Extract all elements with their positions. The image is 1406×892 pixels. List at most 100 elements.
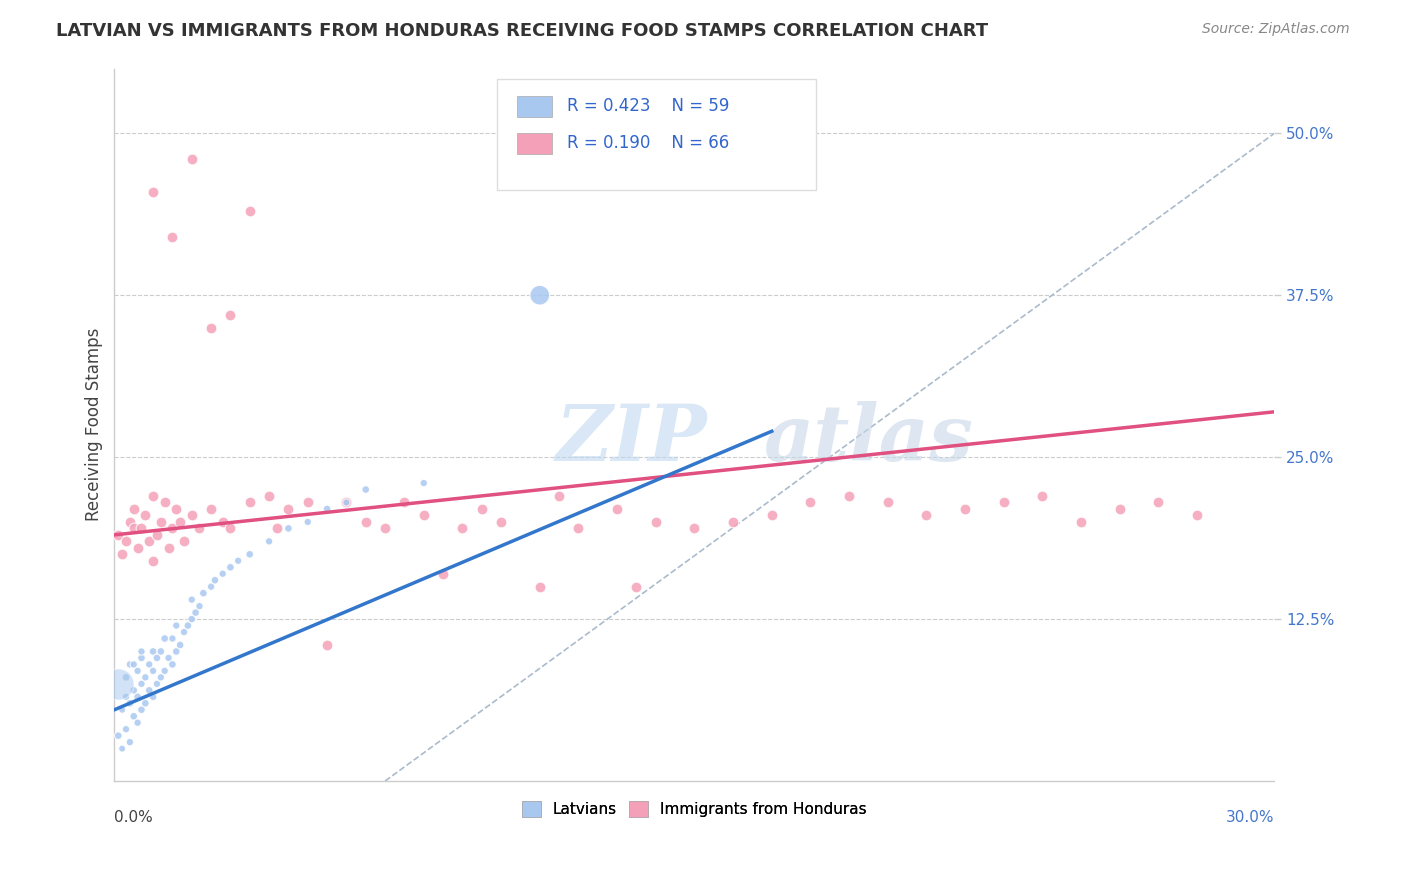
FancyBboxPatch shape — [517, 133, 551, 154]
Text: R = 0.190    N = 66: R = 0.190 N = 66 — [567, 135, 730, 153]
Point — [606, 502, 628, 516]
Point — [149, 515, 172, 529]
Point — [173, 534, 195, 549]
Point — [1070, 515, 1092, 529]
Point — [188, 521, 211, 535]
Point — [1031, 489, 1053, 503]
Point — [226, 554, 249, 568]
Point — [188, 599, 211, 614]
Point — [162, 521, 184, 535]
Point — [165, 644, 187, 658]
Point — [1108, 502, 1130, 516]
Point — [432, 566, 454, 581]
Point — [1185, 508, 1208, 523]
Point — [316, 502, 339, 516]
Point — [471, 502, 494, 516]
Point — [529, 288, 551, 302]
Text: 30.0%: 30.0% — [1226, 810, 1274, 824]
Point — [219, 521, 242, 535]
Text: atlas: atlas — [763, 401, 974, 477]
Point — [173, 625, 195, 640]
Point — [138, 657, 160, 672]
Point — [953, 502, 976, 516]
Point — [489, 515, 512, 529]
Point — [374, 521, 396, 535]
Point — [277, 502, 299, 516]
Point — [200, 580, 222, 594]
Point — [127, 664, 149, 678]
Point — [134, 696, 156, 710]
Point — [118, 696, 141, 710]
Point — [761, 508, 783, 523]
Point — [239, 204, 262, 219]
Point — [165, 502, 187, 516]
Point — [127, 541, 149, 555]
Point — [149, 644, 172, 658]
Point — [122, 709, 145, 723]
Point — [162, 632, 184, 646]
Point — [122, 683, 145, 698]
Point — [219, 560, 242, 574]
Point — [451, 521, 474, 535]
Text: ZIP: ZIP — [555, 401, 707, 477]
Point — [394, 495, 416, 509]
Point — [134, 670, 156, 684]
Text: LATVIAN VS IMMIGRANTS FROM HONDURAS RECEIVING FOOD STAMPS CORRELATION CHART: LATVIAN VS IMMIGRANTS FROM HONDURAS RECE… — [56, 22, 988, 40]
Point — [799, 495, 821, 509]
Point — [142, 489, 165, 503]
Point — [211, 566, 233, 581]
Point — [239, 495, 262, 509]
Point — [266, 521, 288, 535]
Point — [876, 495, 898, 509]
Point — [354, 515, 377, 529]
Point — [111, 703, 134, 717]
Point — [142, 664, 165, 678]
Point — [122, 657, 145, 672]
Point — [142, 554, 165, 568]
Point — [200, 320, 222, 334]
Point — [111, 741, 134, 756]
Point — [683, 521, 706, 535]
Point — [257, 534, 280, 549]
Point — [107, 729, 129, 743]
Y-axis label: Receiving Food Stamps: Receiving Food Stamps — [86, 328, 103, 522]
Text: Source: ZipAtlas.com: Source: ZipAtlas.com — [1202, 22, 1350, 37]
Point — [146, 677, 169, 691]
Point — [838, 489, 860, 503]
Point — [118, 515, 141, 529]
Point — [993, 495, 1015, 509]
Point — [211, 515, 233, 529]
Point — [180, 152, 202, 166]
Point — [131, 521, 153, 535]
Point — [131, 703, 153, 717]
Point — [122, 521, 145, 535]
Text: R = 0.423    N = 59: R = 0.423 N = 59 — [567, 97, 730, 115]
Point — [335, 495, 357, 509]
Point — [153, 632, 176, 646]
Point — [548, 489, 571, 503]
Point — [153, 664, 176, 678]
Point — [239, 547, 262, 561]
Point — [529, 580, 551, 594]
Point — [107, 677, 129, 691]
Point — [193, 586, 215, 600]
Point — [122, 502, 145, 516]
Point — [180, 592, 202, 607]
Point — [127, 715, 149, 730]
Point — [115, 670, 138, 684]
Point — [162, 230, 184, 244]
Point — [297, 515, 319, 529]
Point — [177, 618, 200, 632]
Point — [567, 521, 589, 535]
Point — [107, 528, 129, 542]
Point — [169, 638, 191, 652]
Point — [335, 495, 357, 509]
Point — [134, 508, 156, 523]
Point — [277, 521, 299, 535]
Point — [118, 735, 141, 749]
Point — [412, 508, 434, 523]
Point — [138, 683, 160, 698]
Point — [316, 638, 339, 652]
Point — [142, 690, 165, 704]
Text: 0.0%: 0.0% — [114, 810, 153, 824]
